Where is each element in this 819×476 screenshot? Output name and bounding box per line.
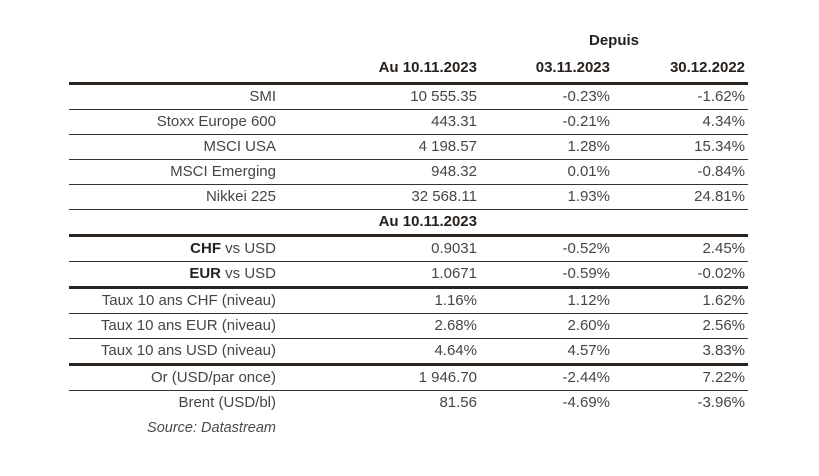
row-value: 1 946.70 [300, 364, 480, 391]
row-label-bold: CHF [190, 240, 221, 257]
row-value: -4.69% [562, 394, 610, 411]
row-value: -0.21% [480, 109, 613, 135]
row-label-bold: EUR [189, 265, 221, 282]
row-value: 4.64% [300, 338, 480, 366]
row-value: 4.57% [480, 338, 613, 366]
row-value: -0.84% [613, 159, 749, 185]
column-header-current-date: Au 10.11.2023 [300, 54, 480, 85]
row-value: 4.34% [613, 109, 749, 135]
row-value: 2.45% [613, 235, 749, 262]
row-value: -2.44% [480, 364, 613, 391]
row-label: Taux 10 ans USD (niveau) [100, 342, 276, 359]
depuis-header: Depuis [589, 32, 640, 49]
row-value: -1.62% [613, 83, 749, 110]
row-label: Or (USD/par once) [150, 369, 276, 386]
table-row: Brent (USD/bl) 81.56 -4.69% -3.96% [69, 391, 748, 416]
row-value: 2.56% [613, 313, 749, 339]
row-value: 10 555.35 [300, 83, 480, 110]
row-value: -0.52% [480, 235, 613, 262]
row-value [613, 209, 749, 237]
row-label: Stoxx Europe 600 [156, 113, 276, 130]
column-header-row: Au 10.11.2023 03.11.2023 30.12.2022 [69, 54, 749, 85]
table-row: MSCI USA 4 198.57 1.28% 15.34% [69, 134, 749, 160]
row-label-cell: MSCI Emerging [69, 159, 300, 185]
row-label-cell: CHF vs USD [69, 235, 300, 262]
table-row: Taux 10 ans USD (niveau) 4.64% 4.57% 3.8… [69, 338, 749, 366]
row-value: 1.62% [613, 287, 749, 314]
row-label: Taux 10 ans EUR (niveau) [100, 317, 276, 334]
row-label-cell: MSCI USA [69, 134, 300, 160]
table-row: EUR vs USD 1.0671 -0.59% -0.02% [69, 261, 749, 289]
source-note: Source: Datastream [147, 420, 276, 436]
row-value: 2.60% [480, 313, 613, 339]
row-value: -0.59% [480, 261, 613, 289]
depuis-header-row: Depuis [69, 28, 748, 54]
market-report-table-area: Depuis Au 10.11.2023 03.11.2023 30.12.20… [69, 28, 749, 437]
row-value: Au 10.11.2023 [300, 209, 480, 237]
row-label: Taux 10 ans CHF (niveau) [101, 292, 276, 309]
row-value: 3.83% [613, 338, 749, 366]
row-label: vs USD [220, 240, 276, 257]
column-header-since-week: 03.11.2023 [480, 54, 613, 85]
column-header-since-yearstart: 30.12.2022 [613, 54, 749, 85]
row-label-cell: Taux 10 ans CHF (niveau) [69, 287, 300, 314]
row-value: 1.12% [480, 287, 613, 314]
table-row: CHF vs USD 0.9031 -0.52% 2.45% [69, 235, 749, 262]
row-label-cell: Taux 10 ans USD (niveau) [69, 338, 300, 366]
row-value: 0.9031 [300, 235, 480, 262]
row-value: 81.56 [439, 394, 477, 411]
row-label: vs USD [220, 265, 276, 282]
row-label-cell: Stoxx Europe 600 [69, 109, 300, 135]
row-label: SMI [249, 88, 276, 105]
row-label-cell: EUR vs USD [69, 261, 300, 289]
row-label-cell [69, 209, 300, 237]
table-body: SMI 10 555.35 -0.23% -1.62% Stoxx Europe… [69, 83, 749, 416]
row-value: 948.32 [300, 159, 480, 185]
row-label: MSCI Emerging [170, 163, 276, 180]
depuis-spacer-cell [69, 28, 480, 54]
table-row: SMI 10 555.35 -0.23% -1.62% [69, 83, 749, 110]
table-row: Nikkei 225 32 568.11 1.93% 24.81% [69, 184, 749, 210]
row-value: 24.81% [613, 184, 749, 210]
row-value: -3.96% [697, 394, 746, 411]
table-row: Au 10.11.2023 [69, 209, 749, 237]
column-header-empty [69, 54, 300, 85]
row-value: 0.01% [480, 159, 613, 185]
row-value [480, 209, 613, 237]
row-label-cell: Taux 10 ans EUR (niveau) [69, 313, 300, 339]
table-row: Taux 10 ans EUR (niveau) 2.68% 2.60% 2.5… [69, 313, 749, 339]
row-label-cell: SMI [69, 83, 300, 110]
row-value: 1.28% [480, 134, 613, 160]
row-label: Brent (USD/bl) [178, 394, 276, 411]
row-value: 1.0671 [300, 261, 480, 289]
row-label-cell: Nikkei 225 [69, 184, 300, 210]
row-value: 15.34% [613, 134, 749, 160]
table-row: MSCI Emerging 948.32 0.01% -0.84% [69, 159, 749, 185]
row-label: MSCI USA [203, 138, 276, 155]
table-row: Or (USD/par once) 1 946.70 -2.44% 7.22% [69, 364, 749, 391]
row-label-cell: Or (USD/par once) [69, 364, 300, 391]
table-row: Taux 10 ans CHF (niveau) 1.16% 1.12% 1.6… [69, 287, 749, 314]
row-value: 4 198.57 [300, 134, 480, 160]
row-value: 32 568.11 [300, 184, 480, 210]
row-label-cell: Brent (USD/bl) [69, 391, 300, 416]
row-value: -0.02% [613, 261, 749, 289]
table-row: Stoxx Europe 600 443.31 -0.21% 4.34% [69, 109, 749, 135]
row-value: 1.93% [480, 184, 613, 210]
row-value: 7.22% [613, 364, 749, 391]
row-label: Nikkei 225 [205, 188, 276, 205]
row-value: -0.23% [480, 83, 613, 110]
market-data-table: Depuis Au 10.11.2023 03.11.2023 30.12.20… [69, 28, 749, 416]
row-value: 443.31 [300, 109, 480, 135]
row-value: 1.16% [300, 287, 480, 314]
row-value: 2.68% [300, 313, 480, 339]
